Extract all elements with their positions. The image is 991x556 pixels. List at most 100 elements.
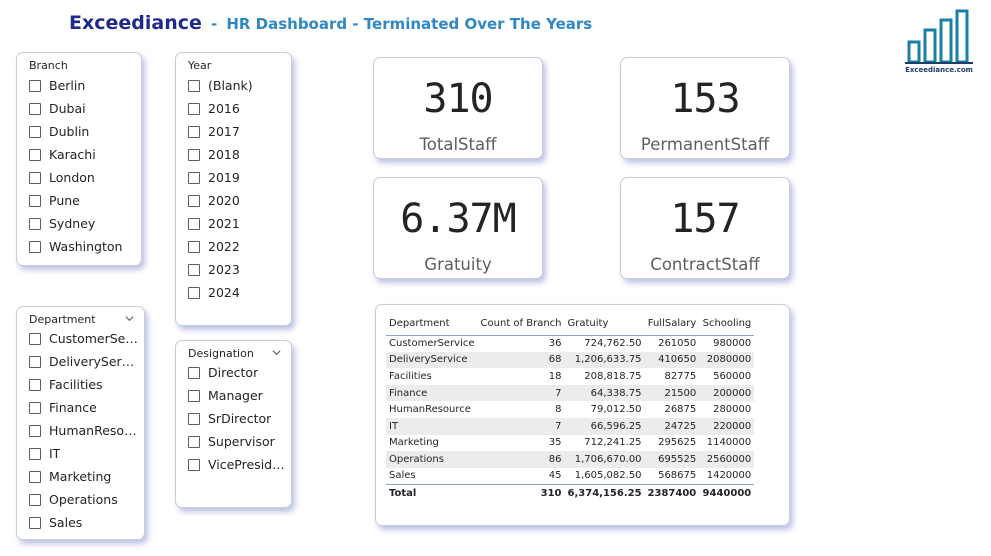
branch-option-dublin[interactable]: Dublin <box>29 120 139 143</box>
year-option-2018[interactable]: 2018 <box>188 143 288 166</box>
option-label: CustomerServ... <box>49 331 141 346</box>
department-option-facilities[interactable]: Facilities <box>29 373 141 396</box>
table-row[interactable]: IT 7 66,596.25 24725 220000 <box>386 417 755 435</box>
checkbox[interactable] <box>29 401 41 414</box>
year-option-2020[interactable]: 2020 <box>188 189 288 212</box>
checkbox[interactable] <box>29 516 41 529</box>
designation-option-supervisor[interactable]: Supervisor <box>188 430 292 453</box>
checkbox[interactable] <box>29 125 41 138</box>
checkbox[interactable] <box>188 171 200 184</box>
branch-option-washington[interactable]: Washington <box>29 235 139 258</box>
checkbox[interactable] <box>29 332 41 345</box>
checkbox[interactable] <box>29 470 41 483</box>
year-option-blank[interactable]: (Blank) <box>188 74 288 97</box>
designation-option-vicepresident[interactable]: VicePresident <box>188 453 292 476</box>
year-option-2016[interactable]: 2016 <box>188 97 288 120</box>
option-label: VicePresident <box>208 457 292 472</box>
branch-option-karachi[interactable]: Karachi <box>29 143 139 166</box>
chevron-down-icon[interactable] <box>272 348 281 357</box>
year-option-2023[interactable]: 2023 <box>188 258 288 281</box>
checkbox[interactable] <box>29 355 41 368</box>
designation-option-manager[interactable]: Manager <box>188 384 292 407</box>
department-option-operations[interactable]: Operations <box>29 488 141 511</box>
department-option-humanresource[interactable]: HumanResour... <box>29 419 141 442</box>
year-option-2021[interactable]: 2021 <box>188 212 288 235</box>
option-label: Sales <box>49 515 83 530</box>
checkbox[interactable] <box>29 194 41 207</box>
checkbox[interactable] <box>29 148 41 161</box>
checkbox[interactable] <box>188 79 200 92</box>
table-row[interactable]: Facilities 18 208,818.75 82775 560000 <box>386 368 754 385</box>
option-label: 2019 <box>208 170 240 185</box>
checkbox[interactable] <box>188 263 200 276</box>
designation-slicer: Designation Director Manager SrDirector … <box>175 340 292 508</box>
cell-gratuity: 208,818.75 <box>584 370 642 382</box>
option-label: Berlin <box>49 78 86 93</box>
department-option-deliveryservice[interactable]: DeliveryService <box>29 350 141 373</box>
designation-option-srdirector[interactable]: SrDirector <box>188 407 292 430</box>
branch-option-sydney[interactable]: Sydney <box>29 212 139 235</box>
column-header-gratuity[interactable]: Gratuity <box>564 313 645 336</box>
checkbox[interactable] <box>29 378 41 391</box>
column-header-count-of-branch[interactable]: Count of Branch <box>477 313 565 336</box>
checkbox[interactable] <box>29 79 41 92</box>
cell-department: DeliveryService <box>386 351 478 369</box>
checkbox[interactable] <box>29 493 41 506</box>
branch-option-berlin[interactable]: Berlin <box>29 74 139 97</box>
cell-total-label: Total <box>386 483 478 503</box>
checkbox[interactable] <box>188 412 200 425</box>
department-option-marketing[interactable]: Marketing <box>29 465 141 488</box>
year-option-2017[interactable]: 2017 <box>188 120 288 143</box>
cell-fullsalary: 24725 <box>644 417 700 435</box>
branch-option-pune[interactable]: Pune <box>29 189 139 212</box>
department-option-finance[interactable]: Finance <box>29 396 141 419</box>
checkbox[interactable] <box>188 458 200 471</box>
checkbox[interactable] <box>29 217 41 230</box>
checkbox[interactable] <box>188 102 200 115</box>
column-header-schooling[interactable]: Schooling <box>699 313 755 336</box>
checkbox[interactable] <box>188 389 200 402</box>
department-option-it[interactable]: IT <box>29 442 141 465</box>
cell-schooling: 2560000 <box>699 451 755 468</box>
checkbox[interactable] <box>29 102 41 115</box>
column-header-department[interactable]: Department <box>386 313 478 336</box>
checkbox[interactable] <box>29 447 41 460</box>
checkbox[interactable] <box>188 148 200 161</box>
checkbox[interactable] <box>188 194 200 207</box>
checkbox[interactable] <box>29 424 41 437</box>
table-row[interactable]: HumanResource 8 79,012.50 26875 280000 <box>386 401 754 418</box>
table-row[interactable]: Sales 45 1,605,082.50 568675 1420000 <box>386 468 754 485</box>
branch-option-dubai[interactable]: Dubai <box>29 97 139 120</box>
separator: - <box>210 15 218 33</box>
checkbox[interactable] <box>29 171 41 184</box>
table-row[interactable]: Marketing 35 712,241.25 295625 1140000 <box>386 435 754 452</box>
checkbox[interactable] <box>188 435 200 448</box>
cell-schooling: 220000 <box>699 417 755 435</box>
table-row[interactable]: Operations 86 1,706,670.00 695525 256000… <box>386 451 755 468</box>
year-option-2024[interactable]: 2024 <box>188 281 288 304</box>
cell-gratuity: 64,338.75 <box>564 384 645 402</box>
designation-option-director[interactable]: Director <box>188 361 292 384</box>
checkbox[interactable] <box>188 286 200 299</box>
checkbox[interactable] <box>188 240 200 253</box>
year-option-2022[interactable]: 2022 <box>188 235 288 258</box>
option-label: Manager <box>208 388 263 403</box>
branch-option-london[interactable]: London <box>29 166 139 189</box>
checkbox[interactable] <box>188 366 200 379</box>
table-row[interactable]: Finance 7 64,338.75 21500 200000 <box>386 384 755 402</box>
column-header-fullsalary[interactable]: FullSalary <box>644 313 700 336</box>
cell-fullsalary: 695525 <box>644 451 700 468</box>
year-option-2019[interactable]: 2019 <box>188 166 288 189</box>
checkbox[interactable] <box>188 125 200 138</box>
department-option-customerservice[interactable]: CustomerServ... <box>29 327 141 350</box>
department-option-sales[interactable]: Sales <box>29 511 141 534</box>
table-row[interactable]: DeliveryService 68 1,206,633.75 410650 2… <box>386 351 755 369</box>
cell-count: 7 <box>477 384 565 402</box>
checkbox[interactable] <box>188 217 200 230</box>
page-title: Exceediance - HR Dashboard - Terminated … <box>69 12 592 34</box>
checkbox[interactable] <box>29 240 41 253</box>
cell-schooling: 560000 <box>713 370 752 382</box>
table-row[interactable]: CustomerService 36 724,762.50 261050 980… <box>386 335 754 352</box>
chevron-down-icon[interactable] <box>125 314 134 323</box>
cell-total-fullsalary: 2387400 <box>644 483 700 503</box>
